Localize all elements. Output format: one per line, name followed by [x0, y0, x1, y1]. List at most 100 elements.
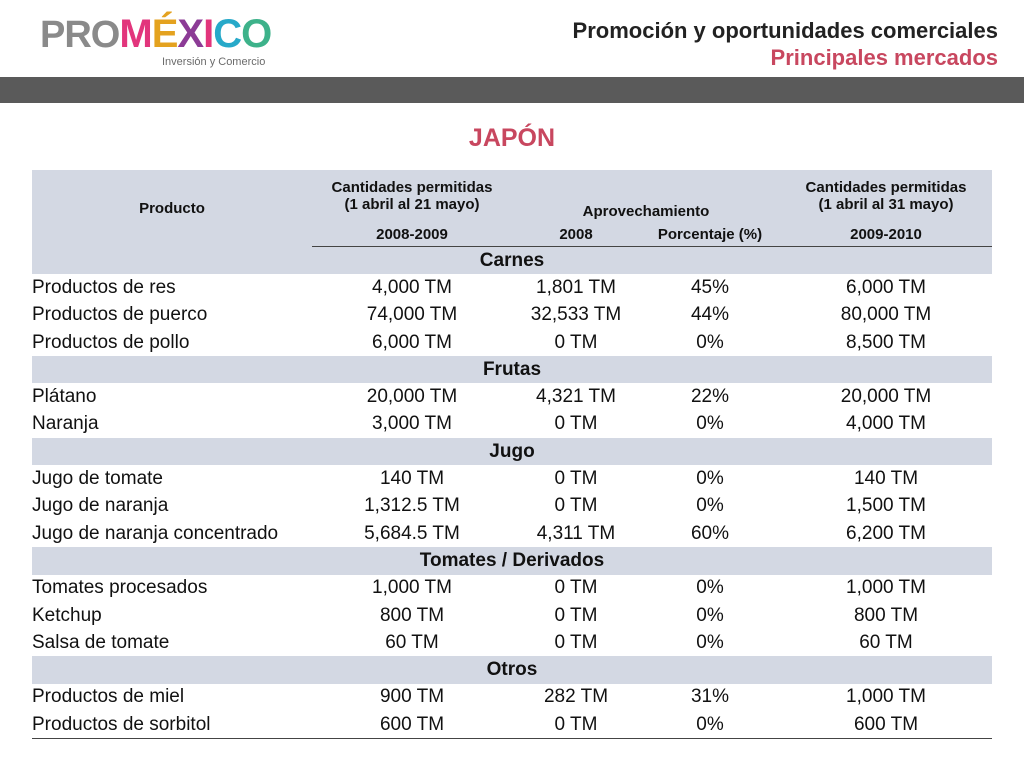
- used-2008: 32,533 TM: [530, 304, 622, 326]
- quota-2008-2009: 6,000 TM: [372, 331, 452, 353]
- table-row: Naranja 3,000 TM 0 TM 0% 4,000 TM: [32, 411, 992, 438]
- used-percentage: 44%: [690, 304, 730, 326]
- used-percentage: 0%: [696, 631, 724, 653]
- quota-2008-2009: 600 TM: [312, 711, 512, 740]
- product-name: Productos de res: [32, 276, 176, 298]
- product-name: Ketchup: [32, 604, 102, 626]
- quota-2008-2009: 3,000 TM: [372, 413, 452, 435]
- table-row: Salsa de tomate 60 TM 0 TM 0% 60 TM: [32, 629, 992, 656]
- subheader-2008: 2008: [512, 222, 640, 247]
- category-label: Jugo: [32, 438, 992, 466]
- used-2008: 282 TM: [543, 686, 609, 708]
- used-percentage: 0%: [696, 577, 724, 599]
- logo-letter: C: [213, 12, 242, 56]
- used-2008: 0 TM: [554, 577, 598, 599]
- used-percentage: 60%: [690, 522, 730, 544]
- category-row: Tomates / Derivados: [32, 547, 992, 575]
- logo-letter: M: [119, 12, 152, 56]
- country-title: JAPÓN: [468, 124, 556, 152]
- promexico-logo: PROMÉXICO Inversión y Comercio: [40, 14, 280, 70]
- used-2008: 0 TM: [554, 631, 598, 653]
- product-name: Plátano: [32, 386, 97, 408]
- quota-2008-2009: 4,000 TM: [372, 276, 452, 298]
- used-percentage: 0%: [696, 495, 724, 517]
- used-2008: 1,801 TM: [536, 276, 616, 298]
- subheader-2008-2009: 2008-2009: [312, 222, 512, 247]
- col-header-cantidades-2009: Cantidades permitidas (1 abril al 31 mayo…: [780, 170, 992, 222]
- quota-2008-2009: 74,000 TM: [366, 304, 458, 326]
- subheader-porcentaje: Porcentaje (%): [640, 222, 780, 247]
- quota-2008-2009: 140 TM: [379, 468, 445, 490]
- quota-2009-2010: 6,000 TM: [846, 276, 926, 298]
- category-label: Otros: [32, 656, 992, 684]
- used-2008: 0 TM: [554, 331, 598, 353]
- quota-2009-2010: 800 TM: [853, 604, 919, 626]
- table-row: Productos de puerco 74,000 TM 32,533 TM 44%…: [32, 302, 992, 329]
- used-2008: 4,311 TM: [536, 522, 616, 544]
- logo-letter: É: [151, 12, 179, 56]
- product-name: Jugo de naranja concentrado: [32, 522, 279, 544]
- quota-2009-2010: 1,000 TM: [846, 686, 926, 708]
- col-header-cantidades-2008: Cantidades permitidas (1 abril al 21 mayo…: [312, 170, 512, 222]
- quota-2009-2010: 140 TM: [853, 468, 919, 490]
- logo-mexico: MÉXICO: [119, 12, 272, 56]
- quota-2009-2010: 1,000 TM: [846, 577, 926, 599]
- used-2008: 0 TM: [554, 413, 598, 435]
- quota-2009-2010: 8,500 TM: [846, 331, 926, 353]
- logo-letter: I: [203, 12, 214, 56]
- logo-subtitle: Inversión y Comercio: [162, 56, 266, 68]
- product-name: Jugo de naranja: [32, 495, 169, 517]
- quota-2009-2010: 6,200 TM: [846, 522, 926, 544]
- used-percentage: 0%: [696, 331, 724, 353]
- category-row: Carnes: [32, 246, 992, 275]
- table-row: Jugo de naranja 1,312.5 TM 0 TM 0% 1,500 TM: [32, 493, 992, 520]
- table-row: Productos de miel 900 TM 282 TM 31% 1,000 TM: [32, 684, 992, 711]
- quota-2009-2010: 600 TM: [780, 711, 992, 740]
- col-header-producto: Producto: [32, 170, 312, 247]
- quota-2008-2009: 800 TM: [379, 604, 445, 626]
- table-row: Ketchup 800 TM 0 TM 0% 800 TM: [32, 602, 992, 629]
- used-percentage: 31%: [690, 686, 730, 708]
- logo-letter: X: [177, 12, 204, 56]
- used-2008: 4,321 TM: [536, 386, 616, 408]
- used-2008: 0 TM: [554, 495, 598, 517]
- logo-pro: PRO: [40, 14, 120, 56]
- table-body: Carnes Productos de res 4,000 TM 1,801 TM 45…: [32, 246, 992, 740]
- table-header: Producto Cantidades permitidas (1 abril a…: [32, 170, 992, 247]
- slide-title: Promoción y oportunidades comerciales: [572, 18, 998, 43]
- used-percentage: 0%: [696, 604, 724, 626]
- used-percentage: 0%: [696, 413, 724, 435]
- category-label: Tomates / Derivados: [32, 547, 992, 575]
- table-row: Productos de sorbitol 600 TM 0 TM 0% 600 TM: [32, 711, 992, 740]
- category-label: Frutas: [32, 356, 992, 384]
- quota-2008-2009: 60 TM: [385, 631, 439, 653]
- category-row: Frutas: [32, 356, 992, 384]
- product-name: Productos de pollo: [32, 331, 190, 353]
- quota-2008-2009: 20,000 TM: [366, 386, 458, 408]
- table-row: Jugo de tomate 140 TM 0 TM 0% 140 TM: [32, 465, 992, 492]
- logo-letter: O: [241, 12, 272, 56]
- product-name: Productos de sorbitol: [32, 711, 312, 740]
- col-header-aprovechamiento: Aprovechamiento: [512, 170, 780, 222]
- category-label: Carnes: [32, 246, 992, 275]
- quota-2009-2010: 1,500 TM: [846, 495, 926, 517]
- header-band: [0, 77, 1024, 103]
- quota-2009-2010: 4,000 TM: [846, 413, 926, 435]
- table-row: Tomates procesados 1,000 TM 0 TM 0% 1,000 TM: [32, 575, 992, 602]
- product-name: Salsa de tomate: [32, 631, 170, 653]
- used-2008: 0 TM: [554, 468, 598, 490]
- used-percentage: 22%: [690, 386, 730, 408]
- category-row: Otros: [32, 656, 992, 684]
- table-row: Productos de res 4,000 TM 1,801 TM 45% 6,000…: [32, 274, 992, 301]
- product-name: Jugo de tomate: [32, 468, 163, 490]
- quota-2008-2009: 900 TM: [379, 686, 445, 708]
- logo-wordmark: PROMÉXICO: [40, 12, 272, 56]
- product-name: Productos de miel: [32, 686, 185, 708]
- quota-2008-2009: 1,312.5 TM: [364, 495, 460, 517]
- used-percentage: 0%: [696, 468, 724, 490]
- used-percentage: 45%: [690, 276, 730, 298]
- quota-2008-2009: 1,000 TM: [372, 577, 452, 599]
- quota-2009-2010: 60 TM: [859, 631, 913, 653]
- product-name: Naranja: [32, 413, 99, 435]
- quota-table: Producto Cantidades permitidas (1 abril a…: [32, 170, 992, 740]
